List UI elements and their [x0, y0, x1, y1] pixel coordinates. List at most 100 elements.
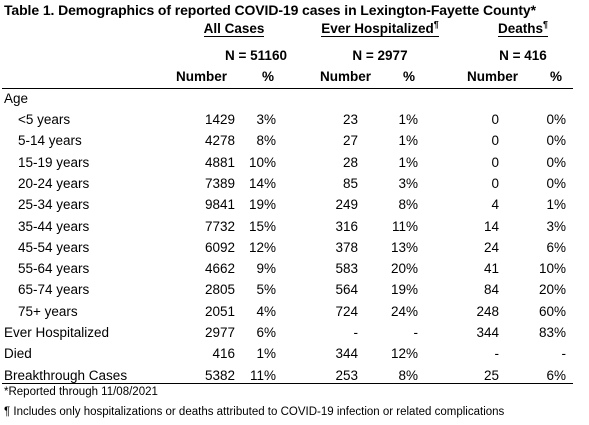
cell-hosp-pct: - [413, 325, 419, 340]
cell-deaths-number: 4 [491, 197, 499, 212]
cell-all-number: 4662 [204, 261, 235, 276]
cell-all-number: 7389 [204, 176, 235, 191]
table-row: 20-24 years 7389 14% 85 3% 0 0% [0, 176, 589, 197]
cell-hosp-number: 23 [342, 112, 358, 127]
row-label: Breakthrough Cases [4, 368, 128, 383]
row-label: <5 years [18, 112, 71, 127]
cell-all-pct: 3% [256, 112, 276, 127]
cell-deaths-number: 0 [491, 176, 499, 191]
cell-hosp-pct: 3% [398, 176, 418, 191]
footer-divider [2, 383, 573, 384]
table-row: 55-64 years 4662 9% 583 20% 41 10% [0, 261, 589, 282]
cell-hosp-pct: 1% [398, 155, 418, 170]
cell-deaths-number: 41 [483, 261, 499, 276]
header-divider [2, 88, 573, 89]
cell-deaths-number: 24 [483, 240, 499, 255]
row-label: 75+ years [18, 304, 78, 319]
table-row: 5-14 years 4278 8% 27 1% 0 0% [0, 133, 589, 154]
cell-hosp-pct: 11% [391, 219, 418, 234]
cell-all-pct: 14% [248, 176, 276, 191]
group-header-deaths: Deaths¶ [497, 19, 549, 37]
cell-all-number: 6092 [204, 240, 235, 255]
cell-hosp-pct: 19% [390, 282, 418, 297]
cell-all-number: 4881 [204, 155, 235, 170]
row-label: 55-64 years [18, 261, 90, 276]
cell-hosp-number: 85 [342, 176, 358, 191]
cell-all-pct: 15% [248, 219, 276, 234]
subheader-pct-all: % [262, 69, 275, 84]
subheader-pct-deaths: % [550, 69, 563, 84]
table-row: <5 years 1429 3% 23 1% 0 0% [0, 112, 589, 133]
cell-deaths-pct: 10% [538, 261, 566, 276]
table-row: 15-19 years 4881 10% 28 1% 0 0% [0, 155, 589, 176]
row-label: 15-19 years [18, 155, 90, 170]
cell-deaths-number: 84 [483, 282, 499, 297]
cell-all-pct: 11% [249, 368, 276, 383]
cell-hosp-number: 249 [335, 197, 358, 212]
group-header-all-cases: All Cases [203, 21, 265, 37]
cell-hosp-number: 316 [335, 219, 358, 234]
cell-deaths-number: 0 [491, 112, 499, 127]
cell-deaths-pct: 6% [546, 368, 566, 383]
table-row: 25-34 years 9841 19% 249 8% 4 1% [0, 197, 589, 218]
table-row: Breakthrough Cases 5382 11% 253 8% 25 6% [0, 368, 589, 389]
cell-deaths-number: 0 [491, 133, 499, 148]
table-row: 35-44 years 7732 15% 316 11% 14 3% [0, 219, 589, 240]
cell-hosp-pct: 24% [390, 304, 418, 319]
cell-all-pct: 10% [248, 155, 276, 170]
table-row: 75+ years 2051 4% 724 24% 248 60% [0, 304, 589, 325]
cell-deaths-pct: - [561, 346, 567, 361]
cell-hosp-pct: 8% [398, 368, 418, 383]
cell-all-number: 7732 [204, 219, 235, 234]
footnote-reported: *Reported through 11/08/2021 [4, 386, 158, 398]
cell-all-pct: 19% [248, 197, 276, 212]
cell-all-pct: 12% [248, 240, 276, 255]
table-row: Died 416 1% 344 12% - - [0, 346, 589, 367]
cell-hosp-pct: 12% [390, 346, 418, 361]
cell-deaths-pct: 1% [546, 197, 566, 212]
cell-all-pct: 1% [256, 346, 276, 361]
subheader-number-hosp: Number [320, 69, 372, 84]
group-header-ever-hospitalized: Ever Hospitalized¶ [321, 19, 439, 37]
cell-deaths-number: 344 [476, 325, 499, 340]
table-row: 45-54 years 6092 12% 378 13% 24 6% [0, 240, 589, 261]
cell-deaths-number: 14 [483, 219, 499, 234]
cell-deaths-pct: 0% [546, 155, 566, 170]
section-label-age: Age [4, 91, 29, 106]
footnote-pilcrow: ¶ Includes only hospitalizations or deat… [4, 406, 505, 418]
cell-all-number: 1429 [204, 112, 235, 127]
cell-hosp-pct: 8% [398, 197, 418, 212]
subheader-number-all: Number [176, 69, 228, 84]
cell-deaths-pct: 0% [546, 176, 566, 191]
cell-hosp-pct: 13% [390, 240, 418, 255]
row-label: 5-14 years [18, 133, 82, 148]
cell-all-number: 416 [212, 346, 235, 361]
table-row: Ever Hospitalized 2977 6% - - 344 83% [0, 325, 589, 346]
cell-all-pct: 8% [256, 133, 276, 148]
subheader-pct-hosp: % [403, 69, 416, 84]
cell-deaths-number: 0 [491, 155, 499, 170]
cell-hosp-pct: 1% [398, 112, 418, 127]
row-label: 35-44 years [18, 219, 90, 234]
section-row-age: Age [0, 91, 589, 112]
cell-deaths-number: - [494, 346, 500, 361]
cell-all-number: 2977 [204, 325, 235, 340]
row-label: 65-74 years [18, 282, 90, 297]
cell-hosp-number: 253 [335, 368, 358, 383]
cell-deaths-number: 25 [483, 368, 499, 383]
cell-deaths-pct: 60% [538, 304, 566, 319]
cell-hosp-number: 583 [335, 261, 358, 276]
cell-hosp-number: - [353, 325, 359, 340]
subheader-number-deaths: Number [467, 69, 519, 84]
row-label: 45-54 years [18, 240, 90, 255]
cell-deaths-pct: 3% [546, 219, 566, 234]
cell-all-number: 4278 [204, 133, 235, 148]
cell-all-pct: 6% [256, 325, 276, 340]
cell-all-number: 2805 [204, 282, 235, 297]
cell-all-number: 5382 [204, 368, 235, 383]
cell-deaths-pct: 20% [538, 282, 566, 297]
row-label: Ever Hospitalized [4, 325, 110, 340]
cell-hosp-number: 724 [335, 304, 358, 319]
cell-deaths-pct: 83% [538, 325, 566, 340]
cell-all-pct: 9% [256, 261, 276, 276]
